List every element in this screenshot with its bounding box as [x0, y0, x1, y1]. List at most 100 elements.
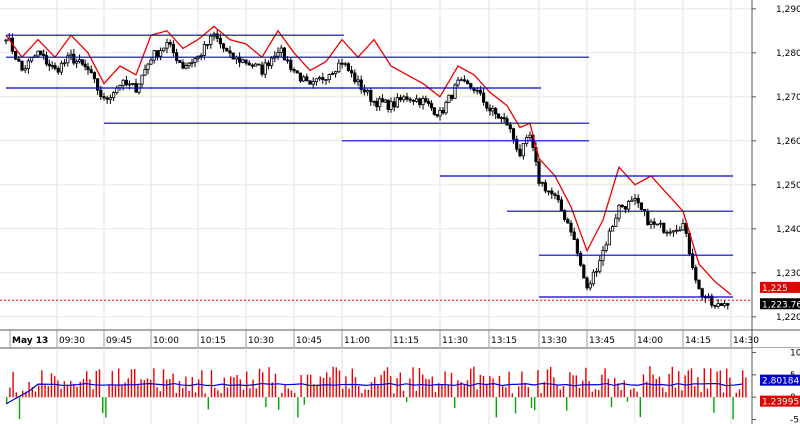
candle-body	[96, 78, 100, 91]
candle-body	[518, 148, 522, 157]
volume-bar	[498, 375, 501, 398]
candle-body	[494, 108, 498, 115]
candle-body	[402, 96, 406, 101]
candle-body	[343, 63, 347, 66]
volume-bar	[652, 374, 654, 398]
candle-body	[588, 283, 592, 289]
volume-bar	[124, 382, 126, 398]
volume-tag-label: 2.80184	[762, 377, 799, 387]
volume-bar	[89, 379, 91, 398]
volume-bar	[332, 366, 334, 398]
x-tick-label: 10:30	[248, 336, 274, 346]
volume-bar	[482, 375, 485, 398]
volume-bar	[182, 388, 184, 398]
candle-body	[646, 210, 650, 225]
candle-body	[53, 65, 57, 69]
volume-bar	[665, 392, 667, 398]
volume-bar	[537, 369, 539, 398]
candle-body	[540, 182, 544, 184]
volume-bar	[530, 397, 533, 409]
volume-bar	[338, 370, 341, 398]
volume-bar	[358, 385, 360, 398]
volume-bar	[351, 368, 353, 398]
volume-bar	[502, 385, 504, 398]
volume-bar	[134, 369, 136, 398]
candle-body	[362, 89, 367, 93]
volume-bar	[610, 397, 613, 408]
volume-bar	[614, 377, 616, 398]
volume-bar	[108, 384, 110, 398]
candle-body	[66, 55, 70, 64]
candle-body	[459, 79, 463, 82]
candle-body	[112, 92, 116, 98]
volume-bar	[204, 393, 206, 398]
candle-body	[438, 109, 442, 117]
volume-bar	[578, 387, 581, 398]
volume-bar	[726, 368, 728, 398]
candle-body	[308, 80, 312, 85]
volume-bar	[386, 367, 389, 398]
volume-bar	[137, 384, 139, 398]
candle-body	[665, 231, 669, 234]
candle-body	[23, 68, 27, 71]
candle-body	[627, 201, 631, 210]
volume-bar	[50, 373, 53, 398]
candle-body	[499, 117, 503, 120]
volume-bar	[313, 384, 315, 398]
volume-bar	[63, 381, 65, 398]
candle-body	[282, 47, 287, 61]
volume-bar	[390, 376, 392, 398]
volume-bar	[76, 386, 78, 398]
candle-body	[244, 59, 248, 64]
volume-bar	[553, 377, 555, 398]
volume-bar	[322, 377, 325, 398]
candle-body	[178, 60, 182, 63]
candle-body	[77, 59, 82, 62]
volume-bar	[73, 383, 75, 398]
volume-bar	[223, 377, 225, 398]
volume-bar	[633, 388, 635, 398]
volume-bar	[562, 386, 565, 398]
candle-body	[432, 107, 436, 115]
volume-bar	[239, 379, 241, 398]
volume-bar	[226, 387, 229, 398]
volume-bar	[146, 378, 149, 398]
volume-bar	[329, 377, 331, 398]
candle-body	[340, 62, 344, 65]
candle-body	[69, 53, 73, 57]
candle-body	[598, 260, 602, 272]
candle-body	[639, 202, 644, 210]
volume-bar	[316, 384, 318, 398]
volume-bar	[514, 397, 517, 414]
candle-body	[44, 55, 49, 65]
candle-body	[225, 47, 229, 52]
volume-bar	[524, 382, 526, 398]
candle-body	[372, 100, 376, 103]
candle-body	[607, 230, 612, 246]
candle-body	[260, 64, 264, 75]
y-tick-label: 1,240	[776, 225, 800, 235]
volume-bar	[402, 390, 405, 398]
volume-bar	[25, 391, 27, 398]
volume-bar	[249, 388, 251, 398]
candle-body	[655, 223, 660, 226]
volume-bar	[607, 378, 609, 398]
volume-bar	[150, 379, 152, 398]
candle-body	[491, 108, 495, 112]
volume-bar	[12, 371, 14, 398]
candle-body	[356, 79, 360, 83]
vol-y-tick-label: 10	[790, 348, 800, 358]
volume-bar	[585, 367, 587, 398]
candle-body	[47, 63, 51, 67]
x-tick-label: 11:15	[393, 336, 419, 346]
candle-body	[681, 222, 685, 231]
time-x-axis: May 13 09:30 09:45 10:00 10:15 10:30 10:45 11:0…	[0, 329, 800, 349]
candle-body	[620, 204, 624, 208]
y-tick-label: 1,270	[776, 93, 800, 103]
volume-bar	[415, 390, 417, 398]
volume-bar	[738, 389, 741, 398]
volume-bar	[111, 371, 113, 398]
volume-bar	[252, 379, 254, 398]
candle-body	[193, 58, 197, 63]
volume-bar	[422, 374, 424, 398]
